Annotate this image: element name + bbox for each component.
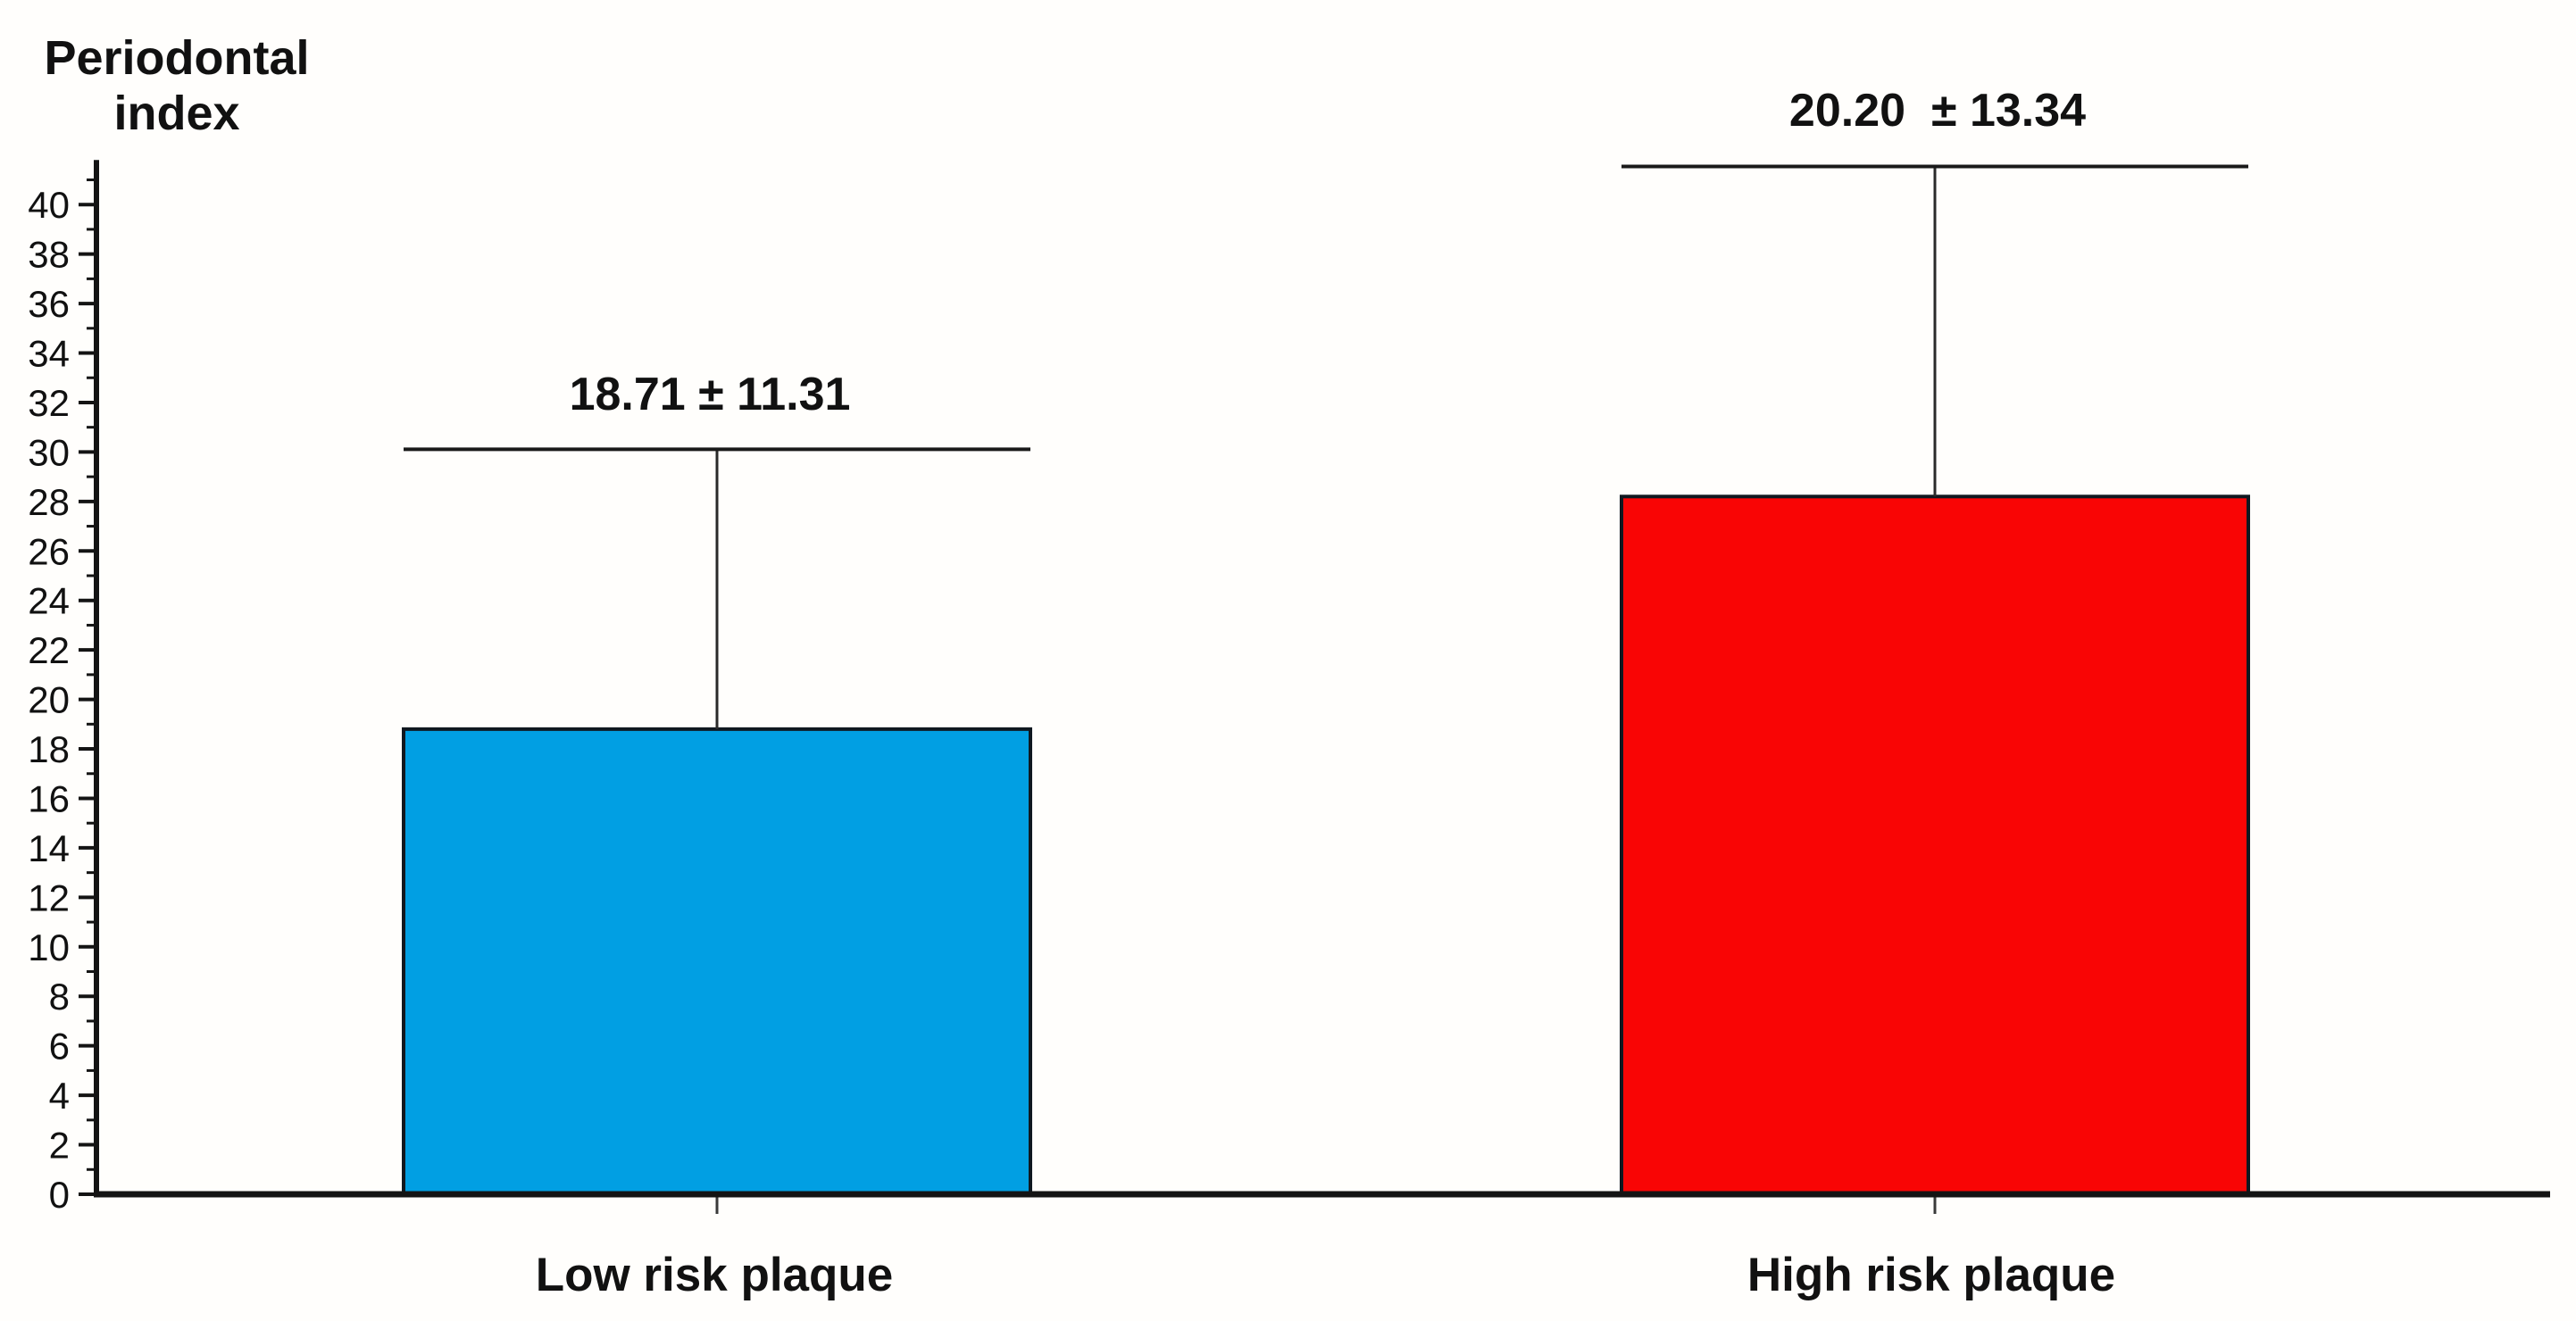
y-tick-label: 16 — [28, 777, 70, 819]
y-tick-label: 22 — [28, 629, 70, 671]
y-tick-label: 2 — [49, 1125, 70, 1167]
value-label-high-risk: 20.20 ± 13.34 — [1788, 85, 2087, 137]
y-tick-label: 18 — [28, 728, 70, 770]
y-tick-label: 28 — [28, 481, 70, 523]
bar-low-risk-plaque — [402, 727, 1032, 1196]
category-label-low-risk: Low risk plaque — [535, 1249, 894, 1301]
y-tick-label: 40 — [28, 184, 70, 226]
y-tick-label: 4 — [49, 1075, 70, 1117]
y-axis-title-line-1: Periodontal — [44, 31, 310, 85]
y-axis-title: Periodontal index — [44, 30, 309, 141]
value-label-low-risk: 18.71 ± 11.31 — [569, 369, 851, 420]
y-tick-label: 0 — [49, 1174, 70, 1216]
y-tick-label: 14 — [28, 827, 70, 869]
y-axis-title-line-2: index — [113, 87, 240, 140]
y-tick-label: 12 — [28, 877, 70, 918]
y-tick-label: 26 — [28, 530, 70, 572]
y-tick-label: 10 — [28, 926, 70, 968]
y-tick-label: 24 — [28, 580, 70, 622]
y-tick-label: 6 — [49, 1026, 70, 1068]
y-tick-label: 20 — [28, 679, 70, 721]
y-tick-label: 36 — [28, 283, 70, 325]
bar-high-risk-plaque — [1620, 494, 2250, 1196]
y-tick-label: 32 — [28, 382, 70, 424]
y-tick-label: 8 — [49, 976, 70, 1018]
y-tick-label: 38 — [28, 234, 70, 276]
y-tick-label: 34 — [28, 333, 70, 375]
y-tick-label: 30 — [28, 431, 70, 473]
category-label-high-risk: High risk plaque — [1747, 1249, 2116, 1301]
